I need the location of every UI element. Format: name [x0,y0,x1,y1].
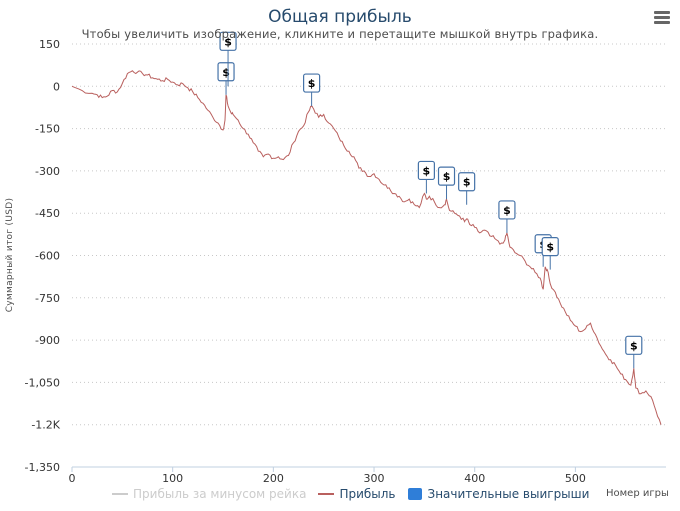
flag-box [625,335,643,355]
flag-label: $ [224,35,232,48]
y-tick-label: -450 [35,207,60,220]
legend-box-icon [407,488,422,500]
big-win-flag[interactable]: $ [458,172,476,205]
x-tick-label: 0 [69,472,76,485]
chart-subtitle: Чтобы увеличить изображение, кликните и … [81,27,599,41]
y-axis-ticks: 150 0 -150 -300 -450 -600 -750 -900 -1,050 -1.2K -… [25,38,61,474]
legend-line-icon [318,493,335,495]
flag-box [219,31,237,51]
y-tick-label: -600 [35,250,60,263]
flag-label: $ [503,204,511,217]
flag-label: $ [423,164,431,177]
flag-box [303,73,321,93]
flag-box [541,237,559,257]
y-tick-label: -150 [35,123,60,136]
y-tick-label: -1,050 [25,376,60,389]
big-win-flag[interactable]: $ [217,62,235,95]
legend-label-big-wins: Значительные выигрыши [427,487,590,501]
big-win-flag[interactable]: $ [417,160,435,194]
flag-label: $ [308,77,316,90]
legend-item-net-of-rake[interactable]: Прибыль за минусом рейка [112,487,306,501]
flag-label: $ [546,241,554,254]
y-tick-label: -900 [35,334,60,347]
legend: Прибыль за минусом рейка Прибыль Значите… [112,487,601,501]
legend-line-icon [112,493,128,495]
legend-label-net-of-rake: Прибыль за минусом рейка [133,487,307,501]
x-tick-label: 500 [565,472,586,485]
legend-label-profit: Прибыль [339,487,396,501]
big-win-flag[interactable]: $ [498,200,516,233]
flag-box [217,62,235,82]
y-tick-label: -300 [35,165,60,178]
flag-box [498,200,516,220]
y-tick-label: -1.2K [31,419,60,432]
y-tick-label: 0 [53,80,60,93]
x-tick-label: 400 [464,472,485,485]
flag-label: $ [222,66,230,79]
big-win-flag[interactable]: $ [219,31,237,87]
chart-title: Общая прибыль [268,7,412,27]
grid-lines [72,43,666,426]
legend-item-profit[interactable]: Прибыль [318,487,396,501]
flag-box [417,160,435,181]
big-win-flag[interactable]: $ [303,73,321,107]
x-tick-label: 100 [162,472,183,485]
y-axis-title: Суммарный итог (USD) [5,197,15,313]
y-tick-label: -1,350 [25,461,60,474]
big-win-flag[interactable]: $ [541,237,559,270]
x-tick-label: 300 [364,472,385,485]
profit-series-line[interactable] [71,70,662,425]
flag-label: $ [630,339,638,352]
big-wins-flags[interactable]: $$$$$$$$$$ [217,31,643,369]
flag-label: $ [463,176,471,189]
x-axis-ticks: 0 100 200 300 400 500 [69,467,586,485]
x-axis-title: Номер игры [606,488,669,499]
flag-label: $ [443,170,451,183]
big-win-flag[interactable]: $ [625,335,643,369]
x-tick-label: 200 [263,472,284,485]
y-tick-label: 150 [39,38,60,51]
flag-box [458,172,476,192]
big-win-flag[interactable]: $ [437,166,456,200]
flag-box [437,166,456,186]
y-tick-label: -750 [35,292,60,305]
legend-item-big-wins[interactable]: Значительные выигрыши [407,487,590,501]
chart-menu-icon[interactable] [654,11,670,25]
